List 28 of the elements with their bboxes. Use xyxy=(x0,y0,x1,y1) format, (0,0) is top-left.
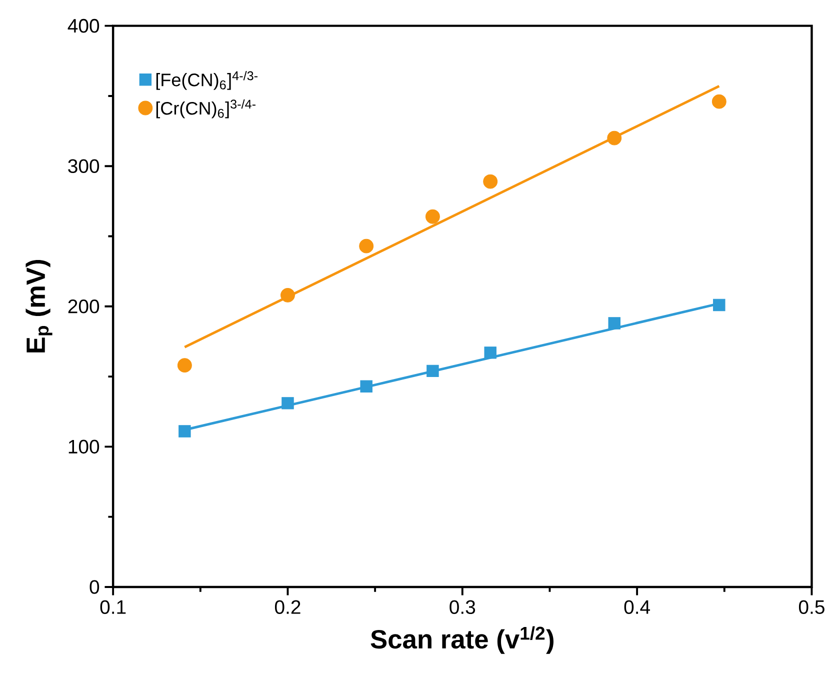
x-tick-label: 0.1 xyxy=(100,600,126,614)
point xyxy=(484,346,496,359)
legend-label: [Cr(CN)$_{6}$]$^{3-/4-}$ xyxy=(156,99,256,118)
point xyxy=(360,380,372,392)
point xyxy=(280,288,295,302)
point xyxy=(713,298,726,312)
point xyxy=(359,238,374,254)
legend-label: [Fe(CN)$_{6}$]$^{4-/3-}$ xyxy=(156,70,258,90)
point xyxy=(177,358,192,373)
point xyxy=(712,94,726,109)
point xyxy=(426,364,439,378)
y-tick-label: 300 xyxy=(68,159,100,173)
x-tick-label: 0.5 xyxy=(798,600,824,614)
x-tick-label: 0.2 xyxy=(274,600,300,614)
x-tick-label: 0.3 xyxy=(450,600,476,614)
y-tick-label: 100 xyxy=(68,440,100,454)
point xyxy=(607,130,622,146)
point xyxy=(178,425,191,438)
y-tick-label: 200 xyxy=(68,299,100,314)
y-axis-title: E$_{p}$ (mV) xyxy=(26,260,52,352)
x-axis-title: Scan rate (v$^{1/2}$) xyxy=(370,626,554,654)
point xyxy=(425,209,440,224)
point xyxy=(608,317,620,330)
point xyxy=(282,397,294,410)
y-tick-label: 400 xyxy=(68,18,100,33)
point xyxy=(483,174,498,189)
y-tick-label: 0 xyxy=(90,580,100,594)
x-tick-label: 0.4 xyxy=(624,600,650,614)
